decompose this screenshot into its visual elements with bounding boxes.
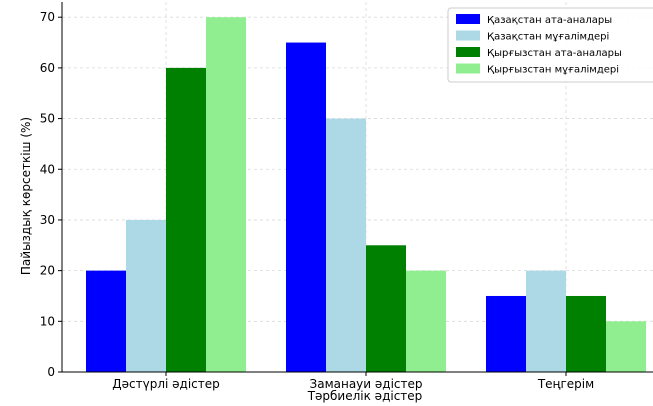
y-tick-labels: 0 10 20 30 40 50 60 70: [40, 10, 55, 379]
bar: [486, 295, 526, 372]
bar: [606, 321, 646, 372]
y-tick-label: 30: [40, 213, 55, 227]
axes: [58, 2, 653, 376]
x-tick-label: Теңгерім: [537, 377, 594, 391]
bars: [86, 17, 646, 373]
bar: [406, 270, 446, 372]
legend-entry: Қырғызстан мұғалімдері: [487, 64, 619, 76]
legend-entry: Қырғызстан ата-аналары: [487, 48, 622, 59]
legend-entry: Қазақстан мұғалімдері: [487, 31, 609, 43]
legend-swatch: [456, 30, 480, 41]
bar: [126, 219, 166, 372]
x-tick-label: Дәстүрлі әдістер: [112, 377, 219, 391]
y-tick-label: 70: [40, 10, 55, 24]
y-tick-label: 40: [40, 162, 55, 176]
y-tick-label: 0: [47, 365, 55, 379]
bar: [366, 245, 406, 372]
y-tick-label: 20: [40, 264, 55, 278]
y-tick-label: 60: [40, 61, 55, 75]
bar: [86, 270, 126, 372]
y-axis-title: Пайыздық көрсеткіш (%): [19, 117, 33, 275]
bar: [566, 295, 606, 372]
bar: [286, 42, 326, 373]
y-tick-label: 10: [40, 314, 55, 328]
legend-swatch: [456, 63, 480, 74]
legend-swatch: [456, 47, 480, 57]
bar: [206, 17, 246, 373]
legend: Қазақстан ата-аналары Қазақстан мұғалімде…: [447, 7, 653, 83]
x-tick-labels: Дәстүрлі әдістер Заманауи әдістер Теңгерім: [112, 377, 594, 391]
y-tick-label: 50: [40, 112, 55, 126]
bar: [166, 67, 206, 372]
legend-entry: Қазақстан ата-аналары: [487, 15, 612, 26]
x-tick-label: Заманауи әдістер: [310, 377, 423, 391]
legend-swatch: [456, 14, 480, 24]
bar: [526, 270, 566, 372]
legend-box: [447, 7, 653, 83]
bar: [326, 118, 366, 372]
x-axis-title: Тәрбиелік әдістер: [307, 389, 423, 403]
